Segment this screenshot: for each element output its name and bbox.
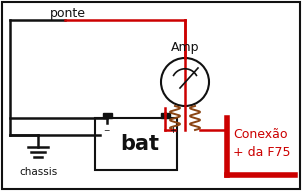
Text: $^-$: $^-$ [102, 128, 112, 138]
Bar [95, 118, 177, 170]
Text: bat: bat [120, 134, 159, 154]
Text: + da F75: + da F75 [233, 146, 291, 159]
Bar [161, 113, 170, 118]
Text: $^+$: $^+$ [168, 126, 178, 139]
Bar [103, 113, 112, 118]
Text: Conexão: Conexão [233, 128, 288, 141]
Text: chassis: chassis [19, 167, 57, 177]
Text: Amp: Amp [171, 41, 199, 54]
Text: ponte: ponte [50, 7, 86, 20]
